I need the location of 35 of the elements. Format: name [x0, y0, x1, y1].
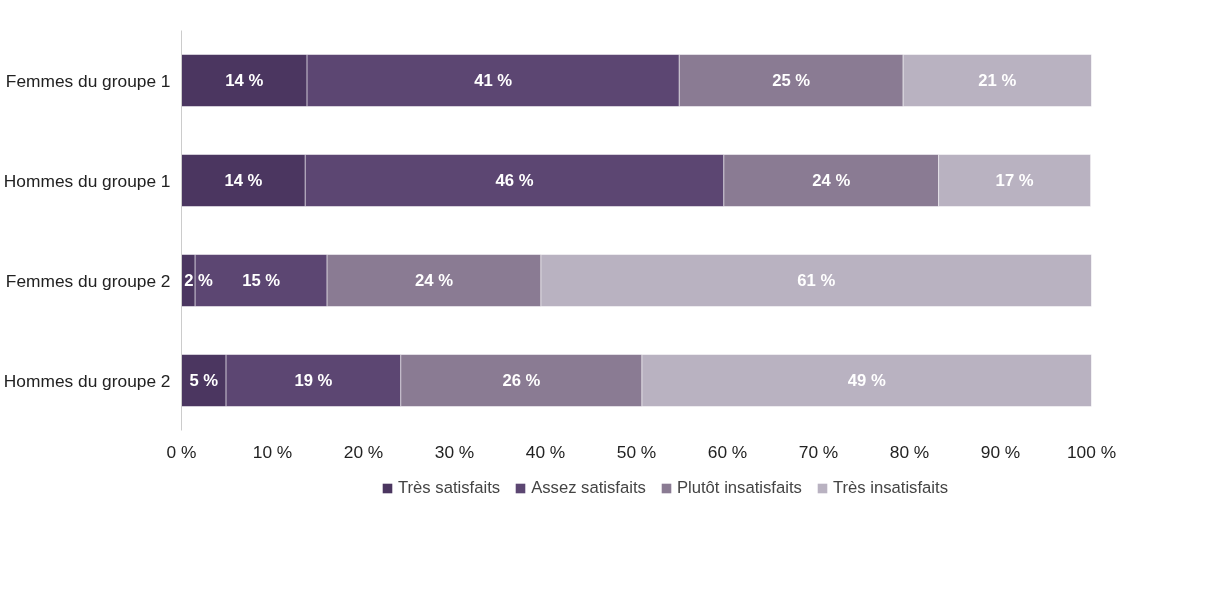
data-label: 14 %	[225, 71, 264, 90]
data-label: 41 %	[474, 71, 513, 90]
y-tick-label: Hommes du groupe 2	[3, 370, 171, 391]
x-tick-label: 20 %	[343, 441, 384, 462]
legend-label: Plutôt insatisfaits	[676, 478, 802, 498]
x-tick-label: 70 %	[798, 441, 839, 462]
x-tick-label: 30 %	[434, 441, 475, 462]
x-tick-label: 90 %	[980, 441, 1021, 462]
y-tick-label: Femmes du groupe 2	[5, 270, 171, 291]
x-tick-label: 0 %	[166, 441, 197, 462]
data-label: 14 %	[224, 171, 263, 190]
data-label: 49 %	[847, 371, 886, 390]
legend-label: Très insatisfaits	[832, 478, 948, 498]
data-label: 5 %	[189, 371, 219, 390]
data-label: 24 %	[415, 271, 454, 290]
data-label: 19 %	[294, 371, 333, 390]
data-label: 46 %	[495, 171, 534, 190]
x-tick-label: 10 %	[252, 441, 293, 462]
data-label: 21 %	[978, 71, 1017, 90]
legend-label: Très satisfaits	[398, 478, 501, 498]
x-tick-label: 100 %	[1066, 441, 1117, 462]
data-label: 24 %	[812, 171, 851, 190]
data-label: 2 %	[184, 271, 214, 290]
y-tick-label: Hommes du groupe 1	[3, 170, 171, 191]
data-label: 17 %	[995, 171, 1034, 190]
data-label: 15 %	[242, 271, 281, 290]
x-tick-label: 80 %	[889, 441, 930, 462]
data-label: 26 %	[502, 371, 541, 390]
x-tick-label: 40 %	[525, 441, 566, 462]
x-tick-label: 50 %	[616, 441, 657, 462]
x-tick-label: 60 %	[707, 441, 748, 462]
data-label: 61 %	[797, 271, 836, 290]
data-label: 25 %	[772, 71, 811, 90]
y-tick-label: Femmes du groupe 1	[5, 70, 171, 91]
legend-label: Assez satisfaits	[531, 478, 646, 498]
